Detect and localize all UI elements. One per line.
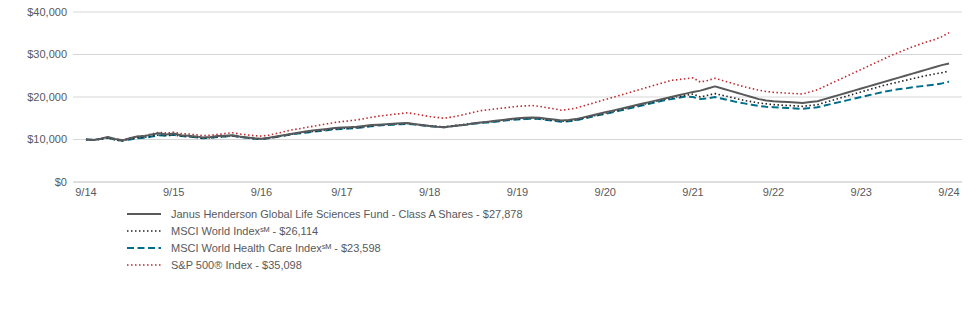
x-tick-label: 9/17: [331, 186, 352, 198]
x-tick-label: 9/16: [251, 186, 272, 198]
x-axis-line: [73, 182, 962, 183]
x-tick-label: 9/18: [419, 186, 440, 198]
legend-swatch: [127, 230, 161, 232]
y-tick-label: $40,000: [27, 6, 67, 18]
y-tick-label: $20,000: [27, 91, 67, 103]
series-line: [86, 82, 949, 141]
grid-line: [73, 12, 962, 13]
x-tick-label: 9/20: [595, 186, 616, 198]
legend: Janus Henderson Global Life Sciences Fun…: [127, 208, 523, 271]
x-tick-label: 9/19: [507, 186, 528, 198]
x-tick-label: 9/14: [75, 186, 96, 198]
series-line: [86, 33, 949, 140]
series-line: [86, 64, 949, 141]
series-line: [86, 71, 949, 141]
x-tick-label: 9/15: [163, 186, 184, 198]
grid-line: [73, 54, 962, 55]
grid-line: [73, 182, 962, 183]
chart: $0 $10,000 $20,000 $30,000 $40,000 9/14 9/15 9/…: [0, 0, 975, 327]
x-tick-label: 9/22: [763, 186, 784, 198]
x-tick-label: 9/24: [938, 186, 959, 198]
x-tick-label: 9/23: [851, 186, 872, 198]
legend-label: S&P 500® Index - $35,098: [171, 259, 302, 271]
y-tick-label: $30,000: [27, 48, 67, 60]
legend-swatch: [127, 213, 161, 215]
legend-swatch: [127, 247, 161, 249]
grid: [73, 12, 962, 182]
legend-label: MSCI World Health Care Indexˢᴹ - $23,598: [171, 242, 381, 254]
y-tick-label: $10,000: [27, 133, 67, 145]
legend-label: Janus Henderson Global Life Sciences Fun…: [171, 208, 523, 220]
legend-label: MSCI World Indexˢᴹ - $26,114: [171, 225, 318, 237]
y-tick-label: $0: [55, 176, 67, 188]
legend-swatch: [127, 264, 161, 266]
grid-line: [73, 139, 962, 140]
x-tick-label: 9/21: [682, 186, 703, 198]
lines: [86, 33, 949, 141]
